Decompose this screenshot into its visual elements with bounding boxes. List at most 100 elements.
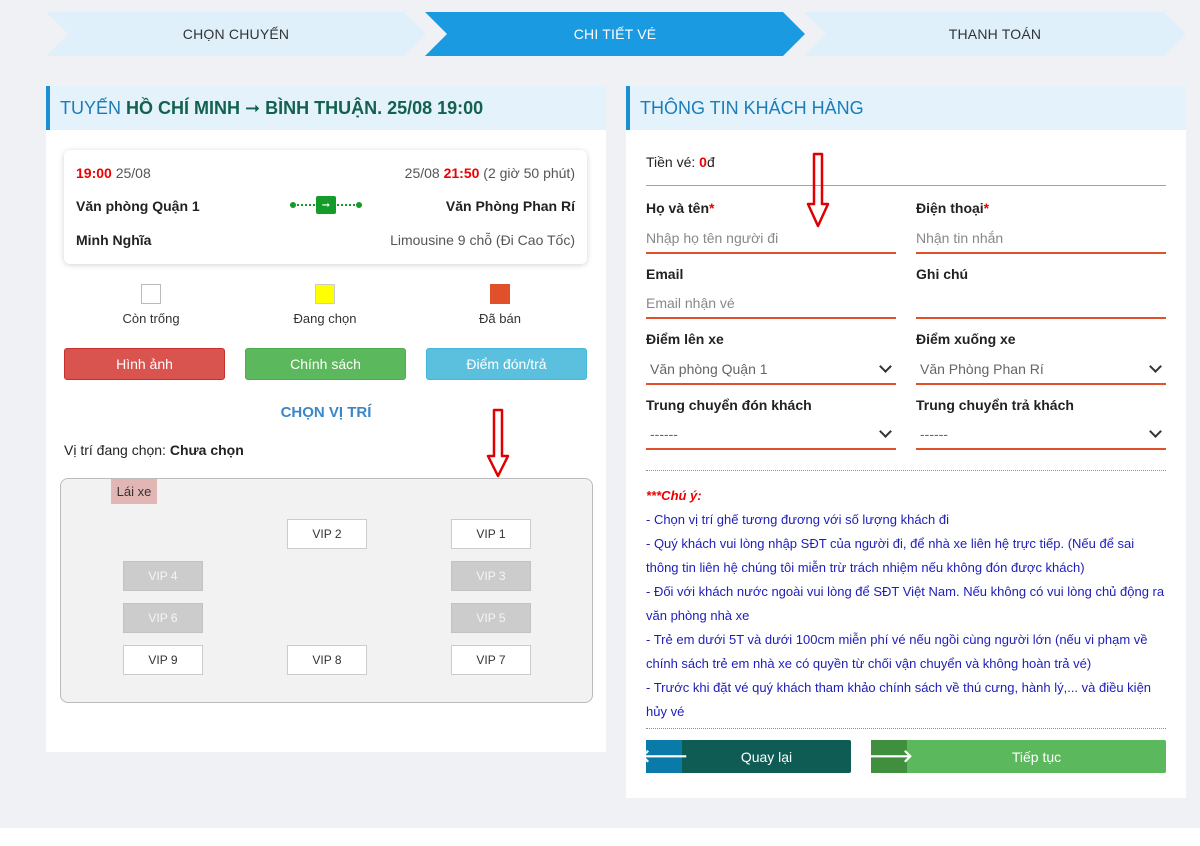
note-item: - Chọn vị trí ghế tương đương với số lượ…	[646, 512, 950, 527]
chevron-down-icon	[879, 425, 892, 438]
trip-times: 19:00 25/08 25/08 21:50 (2 giờ 50 phút)	[76, 165, 575, 181]
step-choose-trip[interactable]: CHỌN CHUYẾN	[46, 12, 426, 56]
step-ticket-details[interactable]: CHI TIẾT VÉ	[425, 12, 805, 56]
chevron-down-icon	[1149, 425, 1162, 438]
fee-value: 0	[699, 154, 707, 170]
dropoff-point-label: Điểm xuống xe	[916, 331, 1016, 347]
note-item: - Trẻ em dưới 5T và dưới 100cm miễn phí …	[646, 632, 1148, 671]
note-item: - Quý khách vui lòng nhập SĐT của người …	[646, 536, 1135, 575]
trip-offices: Văn phòng Quận 1 Văn Phòng Phan Rí	[76, 198, 575, 214]
choose-seat-title: CHỌN VỊ TRÍ	[280, 404, 372, 421]
driver-seat: Lái xe	[111, 479, 157, 504]
fee-unit: đ	[706, 154, 715, 170]
annotation-arrow-down-icon	[486, 408, 510, 478]
seat-vip-3: VIP 3	[451, 561, 531, 591]
vehicle-type: Limousine 9 chỗ (Đi Cao Tốc)	[390, 232, 575, 248]
annotation-arrow-down-icon	[806, 152, 830, 228]
trip-operator: Minh Nghĩa Limousine 9 chỗ (Đi Cao Tốc)	[76, 232, 575, 248]
name-label: Họ và tên*	[646, 200, 715, 216]
pickup-dropoff-button[interactable]: Điểm đón/trả	[426, 348, 587, 380]
customer-info-panel: THÔNG TIN KHÁCH HÀNG Tiền vé: 0đ Họ và t…	[626, 86, 1186, 798]
pickup-point-select[interactable]: Văn phòng Quận 1	[646, 355, 896, 385]
transfer-dropoff-value: ------	[920, 426, 948, 442]
dropoff-point-select[interactable]: Văn Phòng Phan Rí	[916, 355, 1166, 385]
route-datetime: . 25/08 19:00	[377, 97, 484, 118]
notes-section: ***Chú ý: - Chọn vị trí ghế tương đương …	[646, 484, 1166, 724]
empty-swatch	[141, 284, 161, 304]
trip-panel: TUYẾN HỒ CHÍ MINH ➞ BÌNH THUẬN. 25/08 19…	[46, 86, 606, 752]
dropoff-point-value: Văn Phòng Phan Rí	[920, 361, 1044, 377]
selected-position-value: Chưa chọn	[169, 442, 244, 458]
sold-swatch	[490, 284, 510, 304]
notes-divider	[646, 728, 1166, 729]
note-input[interactable]	[916, 289, 1166, 319]
seat-vip-1[interactable]: VIP 1	[451, 519, 531, 549]
legend-selecting: Đang chọn	[275, 284, 375, 326]
selected-position: Vị trí đang chọn: Chưa chọn	[64, 442, 244, 458]
seat-vip-5: VIP 5	[451, 603, 531, 633]
seat-vip-2[interactable]: VIP 2	[287, 519, 367, 549]
route-line: ➞	[290, 196, 362, 214]
booking-steps: CHỌN CHUYẾN CHI TIẾT VÉ THANH TOÁN	[46, 12, 1186, 56]
bus-icon: ➞	[316, 196, 336, 214]
fee-divider	[646, 185, 1166, 186]
route-header: TUYẾN HỒ CHÍ MINH ➞ BÌNH THUẬN. 25/08 19…	[46, 86, 606, 130]
step-payment[interactable]: THANH TOÁN	[804, 12, 1186, 56]
policy-button[interactable]: Chính sách	[245, 348, 406, 380]
legend-sold: Đã bán	[450, 284, 550, 326]
phone-input[interactable]	[916, 224, 1166, 254]
chevron-down-icon	[879, 360, 892, 373]
trip-duration: (2 giờ 50 phút)	[479, 165, 575, 181]
continue-button-label: Tiếp tục	[1011, 748, 1062, 765]
seat-map: Lái xe VIP 2 VIP 1 VIP 4 VIP 3 VIP 6 VIP…	[60, 478, 593, 703]
selected-position-label: Vị trí đang chọn:	[64, 442, 170, 458]
transfer-dropoff-select[interactable]: ------	[916, 420, 1166, 450]
back-button-label: Quay lại	[740, 748, 793, 765]
transfer-pickup-label: Trung chuyển đón khách	[646, 397, 812, 413]
arrow-left-icon: 🡐	[640, 740, 688, 773]
arrival-time: 21:50	[443, 165, 480, 181]
company-name: Minh Nghĩa	[76, 232, 152, 248]
route-start-dot	[290, 202, 296, 208]
departure-date: 25/08	[111, 165, 151, 181]
departure-time: 19:00	[76, 165, 112, 181]
note-label: Ghi chú	[916, 266, 969, 282]
transfer-pickup-value: ------	[650, 426, 678, 442]
transfer-pickup-select[interactable]: ------	[646, 420, 896, 450]
trip-card: 19:00 25/08 25/08 21:50 (2 giờ 50 phút) …	[64, 150, 587, 264]
ticket-fee: Tiền vé: 0đ	[646, 154, 715, 170]
email-label: Email	[646, 266, 684, 282]
transfer-dropoff-label: Trung chuyển trả khách	[916, 397, 1074, 413]
back-button[interactable]: 🡐 Quay lại	[640, 740, 851, 773]
arrival-date: 25/08	[404, 165, 444, 181]
customer-info-title: THÔNG TIN KHÁCH HÀNG	[626, 86, 1186, 130]
seat-vip-7[interactable]: VIP 7	[451, 645, 531, 675]
notes-title: ***Chú ý:	[646, 488, 702, 503]
seat-vip-8[interactable]: VIP 8	[287, 645, 367, 675]
note-item: - Đối với khách nước ngoài vui lòng để S…	[646, 584, 1165, 623]
name-input[interactable]	[646, 224, 896, 254]
seat-vip-9[interactable]: VIP 9	[123, 645, 203, 675]
fee-label: Tiền vé:	[646, 154, 700, 170]
form-divider	[646, 470, 1166, 471]
phone-label: Điện thoại*	[916, 200, 990, 216]
departure: 19:00 25/08	[76, 165, 151, 181]
pickup-point-label: Điểm lên xe	[646, 331, 724, 347]
route-prefix: TUYẾN	[60, 97, 122, 118]
chevron-down-icon	[1149, 360, 1162, 373]
route-end-dot	[356, 202, 362, 208]
arrow-right-icon: 🡒	[865, 740, 913, 773]
images-button[interactable]: Hình ảnh	[64, 348, 225, 380]
legend-empty: Còn trống	[101, 284, 201, 326]
seat-vip-4: VIP 4	[123, 561, 203, 591]
pickup-point-value: Văn phòng Quận 1	[650, 361, 768, 377]
continue-button[interactable]: 🡒 Tiếp tục	[865, 740, 1166, 773]
email-input[interactable]	[646, 289, 896, 319]
route-name: HỒ CHÍ MINH ➞ BÌNH THUẬN	[126, 97, 378, 118]
seat-vip-6: VIP 6	[123, 603, 203, 633]
to-office: Văn Phòng Phan Rí	[445, 198, 575, 214]
note-item: - Trước khi đặt vé quý khách tham khảo c…	[646, 680, 1152, 719]
from-office: Văn phòng Quận 1	[76, 198, 200, 214]
selecting-swatch	[315, 284, 335, 304]
arrival: 25/08 21:50 (2 giờ 50 phút)	[405, 165, 575, 181]
